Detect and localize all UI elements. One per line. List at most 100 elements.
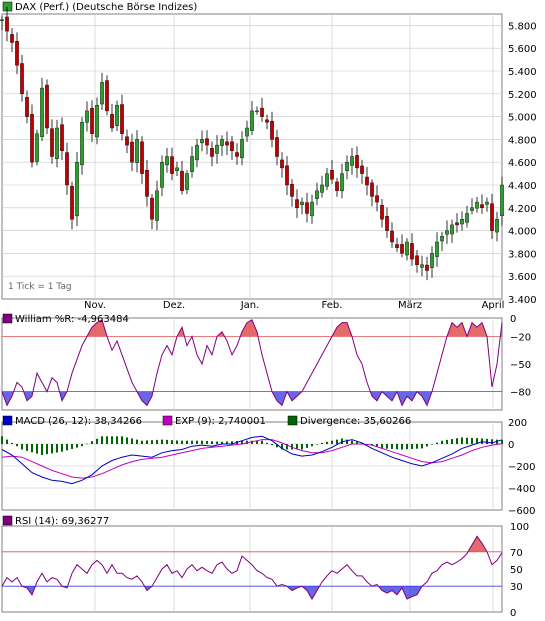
candle-body [250,110,254,131]
candle-body [65,152,69,186]
divergence-bar [171,440,173,444]
divergence-bar [146,440,148,444]
macd-legend-swatch [287,415,298,426]
divergence-bar [156,439,158,444]
divergence-bar [306,444,308,448]
williams-oversold-fill [2,391,502,406]
divergence-bar [376,444,378,448]
month-label: März [398,300,422,311]
divergence-bar [491,439,493,444]
candle-body [415,255,419,266]
divergence-bars [1,436,503,455]
divergence-bar [76,444,78,448]
candle-body [275,137,279,157]
candle-body [375,195,379,203]
candle-body [385,216,389,231]
candle-body [25,97,29,117]
candle-body [45,84,49,129]
macd-legend-swatch [162,415,173,426]
macd-tick-label: −600 [508,506,535,517]
candle-body [175,167,179,172]
candle-body [315,190,319,199]
divergence-bar [246,440,248,444]
candle-body [130,141,134,163]
candle-body [125,136,129,146]
month-label: Jan. [240,300,260,311]
divergence-bar [131,438,133,444]
candle-body [355,155,359,169]
divergence-bar [201,440,203,444]
price-tick-label: 5.400 [508,67,537,78]
macd-tick-label: −400 [508,484,535,495]
rsi-tick-label: 100 [510,522,529,533]
divergence-bar [266,442,268,444]
macd-legend-label: EXP (9): 2,740001 [175,416,266,427]
price-tick-label: 3.800 [508,249,537,260]
month-label: April [482,300,505,311]
candle-body [105,80,109,112]
divergence-bar [291,444,293,450]
macd-tick-label: 0 [508,440,514,451]
candle-body [55,127,59,160]
candle-body [30,114,34,163]
williams-line [1,319,503,407]
divergence-bar [71,444,73,449]
candle-body [360,165,364,174]
divergence-bar [256,440,258,444]
candle-body [5,16,9,32]
divergence-bar [346,439,348,444]
candle-body [200,139,204,144]
candle-body [280,159,284,169]
divergence-bar [301,444,303,450]
macd-legend-swatch [2,415,13,426]
divergence-bar [186,440,188,444]
divergence-bar [486,438,488,444]
candle-body [140,141,144,174]
williams-tick-label: −80 [510,388,531,399]
macd-tick-label: −200 [508,462,535,473]
candle-body [75,161,79,217]
candle-body [90,107,94,134]
candle-body [245,127,249,137]
candle-body [330,170,334,180]
price-legend-label: DAX (Perf.) (Deutsche Börse Indizes) [15,2,197,13]
month-label: Nov. [84,300,106,311]
divergence-bar [116,436,118,444]
price-tick-label: 3.600 [508,272,537,283]
divergence-bar [126,437,128,444]
divergence-bar [331,440,333,444]
divergence-bar [96,438,98,444]
candle-body [230,141,234,151]
candle-body [390,230,394,243]
divergence-bar [326,441,328,444]
rsi-tick-label: 0 [510,608,516,617]
divergence-bar [411,444,413,449]
divergence-bar [206,440,208,444]
candle-body [285,165,289,186]
divergence-bar [136,439,138,444]
rsi-line [1,535,503,601]
candle-body [320,184,324,193]
divergence-bar [61,444,63,452]
candle-body [495,218,499,233]
divergence-bar [86,443,88,445]
williams-tick-label: −50 [510,360,531,371]
divergence-bar [311,444,313,447]
candle-body [220,139,224,146]
candle-body [500,184,504,217]
divergence-bar [351,440,353,444]
candle-body [235,152,239,157]
candle-body [0,19,4,21]
divergence-bar [406,444,408,450]
price-tick-label: 4.400 [508,181,537,192]
candle-body [430,253,434,268]
divergence-bar [321,442,323,444]
candle-body [115,104,119,126]
panel-frame-4 [1,525,503,613]
williams-legend-label: William %R: -4,963484 [15,314,129,325]
candle-body [445,230,449,235]
candle-body [135,139,139,163]
divergence-bar [141,440,143,444]
divergence-bar [101,436,103,444]
divergence-bar [226,441,228,444]
